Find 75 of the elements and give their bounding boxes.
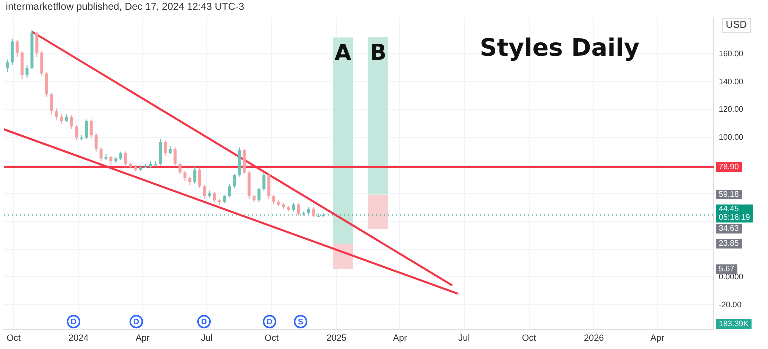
- x-tick-label: Oct: [264, 333, 280, 344]
- annotation: D: [134, 318, 140, 327]
- candlestick: [90, 119, 93, 138]
- x-tick-label: 2024: [68, 333, 89, 344]
- annotation: 23.85: [719, 239, 740, 248]
- annotation: 59.18: [719, 190, 740, 199]
- annotation: 5.67: [719, 264, 736, 274]
- candlestick: [198, 168, 202, 189]
- candlestick: [242, 148, 246, 175]
- y-tick-label: -20.00: [719, 300, 742, 310]
- candlestick: [184, 170, 187, 182]
- y-tick-label: 140.00: [719, 77, 744, 86]
- candlestick: [6, 59, 10, 73]
- x-tick-label: Apr: [136, 333, 150, 344]
- candlestick: [178, 162, 182, 175]
- candlestick: [10, 38, 14, 66]
- y-tick-label: 120.00: [719, 105, 744, 114]
- candlestick: [272, 194, 276, 206]
- x-tick-label: Jul: [458, 333, 470, 344]
- y-tick-label: 160.00: [719, 49, 744, 58]
- ref-line-label: 44.45 05:16:19: [719, 204, 751, 222]
- candlestick: [55, 108, 58, 120]
- candlestick: [40, 50, 44, 78]
- text: 183.39K: [719, 319, 750, 328]
- x-tick-label: 2025: [326, 333, 347, 344]
- candlestick: [46, 72, 49, 98]
- candlestick: [312, 207, 316, 218]
- data-label: B: [370, 40, 387, 66]
- x-tick-label: Apr: [393, 333, 408, 344]
- candlestick: [159, 138, 162, 166]
- candlestick: [174, 147, 177, 166]
- candlestick: [262, 172, 266, 192]
- x-tick-label: 2026: [584, 333, 604, 344]
- candlestick: [258, 188, 261, 202]
- candlestick: [233, 174, 236, 189]
- bar: [333, 38, 354, 244]
- candlestick: [75, 124, 78, 142]
- candlestick: [213, 192, 216, 202]
- bar: [368, 194, 388, 229]
- candlestick: [268, 174, 271, 200]
- y-tick-label: 100.00: [719, 133, 744, 142]
- candlestick: [100, 147, 103, 162]
- candlestick: [20, 50, 24, 80]
- x-tick-label: Apr: [650, 333, 665, 344]
- candlestick: [84, 119, 88, 140]
- x-tick-label: Oct: [6, 333, 22, 344]
- annotation: D: [266, 318, 273, 327]
- candlestick: [164, 140, 167, 156]
- candlestick: [60, 114, 64, 124]
- ref-line-label: 78.90: [719, 162, 740, 172]
- y-axis-title: USD: [722, 18, 752, 33]
- candlestick: [297, 202, 300, 216]
- candlestick: [248, 170, 251, 200]
- text: Styles Daily: [480, 34, 640, 62]
- candlestick: [194, 166, 197, 184]
- candlestick: [228, 183, 232, 198]
- candlestick: [70, 115, 74, 130]
- y-tick-label: 0.0000: [719, 272, 744, 282]
- candlestick: [203, 184, 206, 200]
- x-tick-label: Oct: [522, 333, 537, 344]
- annotation: S: [298, 318, 304, 327]
- bar: [333, 244, 354, 270]
- annotation: D: [201, 318, 208, 327]
- candlestick: [94, 133, 98, 152]
- annotation: D: [70, 318, 77, 327]
- candlestick: [50, 92, 54, 115]
- candlestick: [16, 40, 19, 58]
- annotation: 34.63: [719, 224, 740, 234]
- candlestick: [124, 151, 128, 168]
- data-label: A: [334, 41, 352, 66]
- x-tick-label: Jul: [201, 333, 213, 344]
- bar: [368, 37, 388, 195]
- candlestick: [36, 31, 39, 58]
- candlestick: [26, 64, 29, 78]
- chart-subtitle: intermarketflow published, Dec 17, 2024 12:43 UTC-3: [6, 2, 244, 13]
